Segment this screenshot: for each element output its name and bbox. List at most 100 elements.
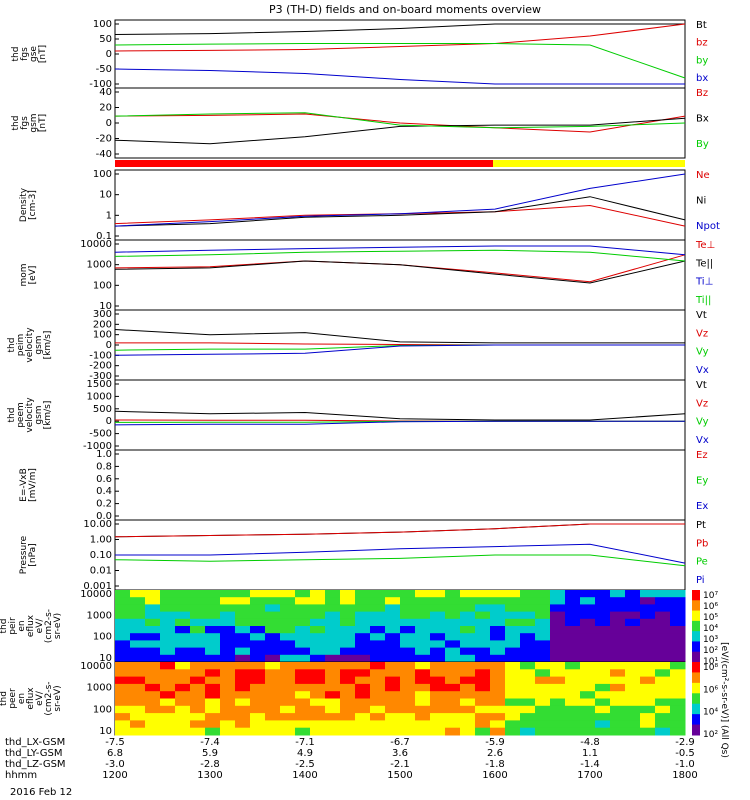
spectrogram-cell bbox=[160, 626, 176, 634]
spectrogram-cell bbox=[325, 590, 341, 598]
spectrogram-cell bbox=[505, 654, 521, 663]
spectrogram-cell bbox=[355, 611, 371, 620]
x-tick-label: -1.8 bbox=[485, 759, 505, 770]
colorbar-tick-label: 10² bbox=[703, 646, 718, 656]
spectrogram-cell bbox=[670, 669, 686, 678]
spectrogram-cell bbox=[655, 713, 671, 721]
spectrogram-cell bbox=[235, 611, 251, 620]
spectrogram-cell bbox=[250, 604, 266, 613]
spectrogram-cell bbox=[565, 705, 581, 714]
spectrogram-cell bbox=[115, 590, 131, 598]
spectrogram-cell bbox=[385, 662, 401, 670]
spectrogram-cell bbox=[490, 618, 506, 627]
spectrogram-cell bbox=[655, 683, 671, 692]
spectrogram-cell bbox=[370, 691, 386, 699]
spectrogram-cell bbox=[460, 698, 476, 707]
colorbar-tick-label: 10² bbox=[703, 730, 718, 740]
spectrogram-cell bbox=[430, 640, 446, 649]
spectrogram-cell bbox=[235, 597, 251, 605]
spectrogram-cell bbox=[355, 662, 371, 670]
x-tick-label: 5.9 bbox=[202, 748, 218, 759]
spectrogram-cell bbox=[550, 727, 566, 736]
spectrogram-cell bbox=[235, 727, 251, 736]
spectrogram-cell bbox=[580, 727, 596, 736]
spectrogram-cell bbox=[385, 604, 401, 613]
spectrogram-cell bbox=[580, 604, 596, 613]
spectrogram-cell bbox=[325, 720, 341, 729]
legend-Vy: Vy bbox=[696, 417, 709, 428]
spectrogram-cell bbox=[625, 683, 641, 692]
spectrogram-cell bbox=[505, 669, 521, 678]
spectrogram-cell bbox=[460, 662, 476, 670]
spectrogram-cell bbox=[160, 662, 176, 670]
spectrogram-cell bbox=[355, 640, 371, 649]
y-axis-label: gsm bbox=[34, 335, 44, 354]
y-axis-label: fgs bbox=[20, 47, 30, 61]
spectrogram-cell bbox=[325, 640, 341, 649]
y-axis-label: thd bbox=[11, 47, 21, 62]
spectrogram-cell bbox=[430, 604, 446, 613]
spectrogram-cell bbox=[415, 691, 431, 699]
spectrogram-cell bbox=[265, 597, 281, 605]
spectrogram-cell bbox=[385, 626, 401, 634]
spectrogram-cell bbox=[385, 618, 401, 627]
spectrogram-cell bbox=[265, 604, 281, 613]
spectrogram-cell bbox=[415, 713, 431, 721]
spectrogram-cell bbox=[340, 611, 356, 620]
series-Vx bbox=[114, 344, 685, 356]
spectrogram-cell bbox=[610, 654, 626, 663]
spectrogram-cell bbox=[340, 618, 356, 627]
spectrogram-cell bbox=[115, 713, 131, 721]
spectrogram-cell bbox=[325, 597, 341, 605]
spectrogram-cell bbox=[175, 676, 191, 685]
spectrogram-cell bbox=[565, 683, 581, 692]
y-tick-label: 1500 bbox=[87, 379, 112, 390]
spectrogram-cell bbox=[415, 604, 431, 613]
spectrogram-cell bbox=[130, 683, 146, 692]
spectrogram-cell bbox=[400, 698, 416, 707]
spectrogram-cell bbox=[310, 590, 326, 598]
series-Vt bbox=[114, 410, 686, 421]
y-tick-label: 1000 bbox=[87, 391, 112, 402]
spectrogram-cell bbox=[205, 590, 221, 598]
spectrogram-cell bbox=[625, 626, 641, 634]
colorbar-segment bbox=[692, 662, 700, 673]
colorbar-tick-label: 10⁶ bbox=[703, 602, 718, 612]
spectrogram-cell bbox=[490, 698, 506, 707]
spectrogram-cell bbox=[295, 676, 311, 685]
spectrogram-cell bbox=[130, 633, 146, 641]
spectrogram-cell bbox=[235, 720, 251, 729]
spectrogram-cell bbox=[265, 698, 281, 707]
spectrogram-cell bbox=[175, 633, 191, 641]
legend-Ni: Ni bbox=[696, 196, 706, 207]
spectrogram-cell bbox=[595, 662, 611, 670]
spectrogram-cell bbox=[640, 647, 656, 656]
spectrogram-cell bbox=[445, 633, 461, 641]
spectrogram-cell bbox=[295, 727, 311, 736]
spectrogram-cell bbox=[280, 640, 296, 649]
x-tick-label: -0.5 bbox=[675, 748, 695, 759]
y-axis-label: thd bbox=[0, 619, 9, 634]
series-Ti|| bbox=[114, 249, 686, 262]
spectrogram-cell bbox=[295, 633, 311, 641]
spectrogram-cell bbox=[520, 669, 536, 678]
spectrogram-cell bbox=[460, 597, 476, 605]
spectrogram-cell bbox=[130, 720, 146, 729]
spectrogram-cell bbox=[475, 691, 491, 699]
spectrogram-cell bbox=[355, 705, 371, 714]
legend-Bx: Bx bbox=[696, 114, 709, 125]
spectrogram-cell bbox=[385, 720, 401, 729]
spectrogram-cell bbox=[385, 633, 401, 641]
figure-title: P3 (TH-D) fields and on-board moments ov… bbox=[269, 3, 541, 16]
y-tick-label: 10 bbox=[99, 190, 112, 201]
y-axis-label: thd bbox=[0, 691, 9, 706]
spectrogram-cell bbox=[190, 713, 206, 721]
spectrogram-cell bbox=[460, 611, 476, 620]
spectrogram-cell bbox=[355, 720, 371, 729]
legend-Vy: Vy bbox=[696, 347, 709, 358]
x-tick-label: -1.4 bbox=[580, 759, 600, 770]
spectrogram-cell bbox=[505, 640, 521, 649]
series-Ni bbox=[114, 196, 686, 227]
spectrogram-cell bbox=[220, 691, 236, 699]
spectrogram-cell bbox=[280, 691, 296, 699]
